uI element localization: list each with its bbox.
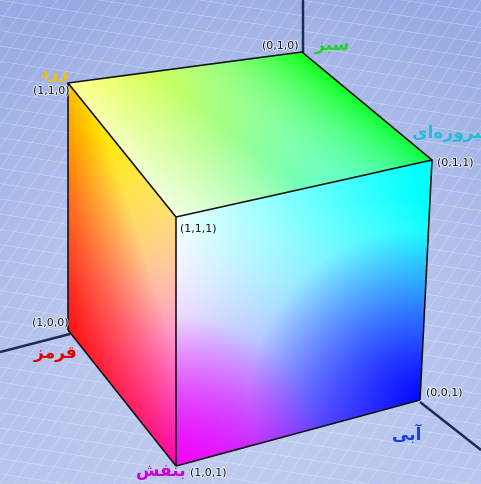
vertex-label-magenta: (1,0,1) [190,466,227,479]
vertex-label-red: (1,0,0) [32,316,69,329]
cube-edges [67,51,433,467]
name-green: سبز [314,35,349,55]
name-red: قرمز [33,343,77,363]
color-names: زرد سبز فیروزه‌ای قرمز آبی بنفش [33,35,481,481]
axes [0,0,481,451]
vertex-label-blue: (0,0,1) [426,386,463,399]
blue-axis [419,401,481,451]
vertex-label-yellow: (1,1,0) [33,84,70,97]
name-cyan: فیروزه‌ای [412,123,481,143]
name-yellow: زرد [40,63,68,83]
vertex-labels: (0,1,0) (1,1,0) (0,1,1) (1,1,1) (1,0,0) … [31,38,475,480]
left-face [68,83,176,466]
vertex-label-green: (0,1,0) [262,39,299,52]
red-axis [0,332,71,354]
name-magenta: بنفش [136,461,186,481]
vertex-label-cyan: (0,1,1) [437,156,474,169]
name-blue: آبی [392,423,423,445]
right-face [176,160,432,466]
rgb-cube [67,51,433,467]
top-face [68,52,432,217]
vertex-label-white: (1,1,1) [180,222,217,235]
